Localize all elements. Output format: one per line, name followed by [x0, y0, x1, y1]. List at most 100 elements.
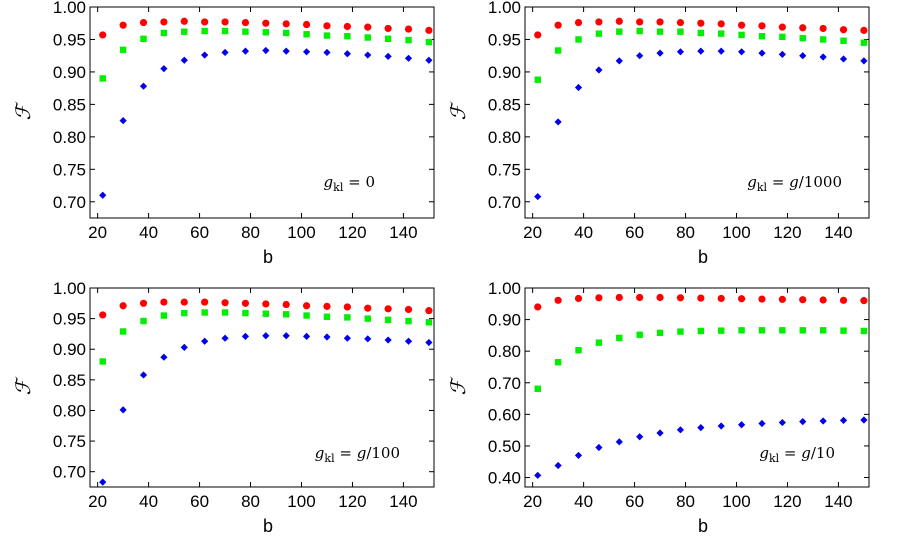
data-point-circle [799, 24, 807, 32]
data-point-diamond [758, 49, 766, 57]
data-point-circle [282, 300, 290, 309]
data-point-square [575, 347, 582, 354]
data-point-circle [636, 293, 644, 302]
data-point-diamond [99, 191, 107, 199]
x-tick-label: 100 [722, 223, 750, 242]
data-point-diamond [839, 55, 848, 63]
data-point-square [697, 29, 705, 37]
x-tick-label: 120 [338, 492, 366, 511]
y-tick-label: 0.95 [53, 30, 86, 49]
x-axis-label: b [263, 247, 273, 267]
coupling-annotation: gkl = g/10 [759, 444, 835, 465]
data-point-circle [778, 295, 786, 303]
data-point-circle [676, 18, 685, 27]
data-point-square [262, 29, 270, 36]
data-point-square [677, 28, 684, 35]
y-tick-label: 0.95 [488, 30, 521, 49]
data-point-square [616, 334, 623, 342]
x-tick-label: 80 [676, 492, 695, 511]
data-point-circle [404, 305, 413, 314]
data-point-circle [574, 18, 583, 27]
data-point-square [534, 385, 541, 392]
data-point-circle [758, 22, 766, 30]
data-point-square [99, 358, 106, 365]
data-point-diamond [554, 118, 562, 126]
data-point-diamond [262, 46, 270, 55]
data-point-square [636, 331, 643, 338]
data-point-circle [697, 19, 705, 27]
x-tick-label: 140 [389, 492, 417, 511]
data-point-diamond [676, 426, 685, 434]
data-point-diamond [799, 418, 807, 426]
data-point-square [799, 327, 806, 334]
x-tick-label: 60 [625, 492, 644, 511]
data-point-diamond [534, 471, 542, 479]
x-tick-label: 100 [287, 223, 315, 242]
x-tick-label: 20 [523, 223, 542, 242]
data-point-square [840, 37, 847, 44]
data-point-circle [799, 296, 807, 304]
data-point-diamond [425, 338, 433, 347]
x-tick-label: 120 [773, 492, 801, 511]
data-point-diamond [364, 51, 372, 59]
data-point-circle [676, 294, 685, 302]
data-point-square [677, 328, 684, 335]
y-tick-label: 0.80 [53, 401, 86, 420]
y-tick-label: 0.85 [53, 95, 86, 114]
data-point-circle [404, 25, 413, 33]
y-tick-label: 0.95 [53, 310, 86, 329]
data-point-square [656, 329, 664, 337]
y-tick-label: 0.90 [488, 63, 521, 82]
data-point-diamond [119, 117, 127, 125]
data-point-circle [201, 298, 209, 306]
data-point-diamond [839, 416, 848, 424]
y-axis-label: ℱ [446, 101, 470, 120]
data-point-circle [119, 302, 127, 310]
y-tick-label: 0.80 [53, 128, 86, 147]
data-point-circle [656, 293, 664, 302]
data-point-diamond [615, 438, 623, 446]
data-point-circle [595, 18, 603, 26]
y-tick-label: 1.00 [488, 279, 521, 298]
y-tick-label: 0.60 [488, 405, 521, 424]
data-point-diamond [139, 82, 148, 90]
data-point-circle [139, 18, 148, 27]
data-point-circle [119, 21, 127, 29]
data-point-square [405, 36, 412, 44]
data-point-diamond [595, 443, 603, 452]
data-point-square [99, 75, 106, 82]
data-point-diamond [778, 418, 786, 427]
data-point-diamond [343, 334, 351, 342]
x-tick-label: 40 [574, 223, 593, 242]
data-point-diamond [799, 52, 807, 60]
data-point-square [758, 327, 766, 334]
y-tick-label: 0.90 [488, 311, 521, 330]
y-tick-label: 0.85 [53, 371, 86, 390]
data-point-diamond [139, 371, 148, 379]
data-point-circle [839, 296, 848, 304]
data-point-square [425, 319, 433, 326]
x-tick-label: 80 [241, 492, 260, 511]
data-point-circle [201, 18, 209, 26]
plot-frame [524, 6, 870, 219]
data-point-diamond [574, 451, 583, 460]
data-point-square [819, 36, 827, 43]
data-point-square [799, 34, 806, 42]
data-point-diamond [241, 47, 250, 55]
data-point-diamond [425, 56, 433, 64]
y-tick-label: 0.70 [488, 374, 521, 393]
data-point-diamond [221, 48, 229, 57]
data-point-circle [737, 21, 746, 29]
data-point-circle [180, 298, 188, 306]
data-point-circle [160, 298, 168, 306]
data-point-square [160, 312, 168, 319]
data-point-diamond [323, 48, 331, 57]
data-point-diamond [119, 406, 127, 414]
data-point-circle [221, 18, 229, 26]
data-point-square [595, 30, 603, 37]
data-point-square [181, 28, 188, 35]
x-tick-label: 140 [824, 492, 852, 511]
data-point-circle [717, 294, 725, 303]
y-tick-label: 1.00 [53, 279, 86, 298]
